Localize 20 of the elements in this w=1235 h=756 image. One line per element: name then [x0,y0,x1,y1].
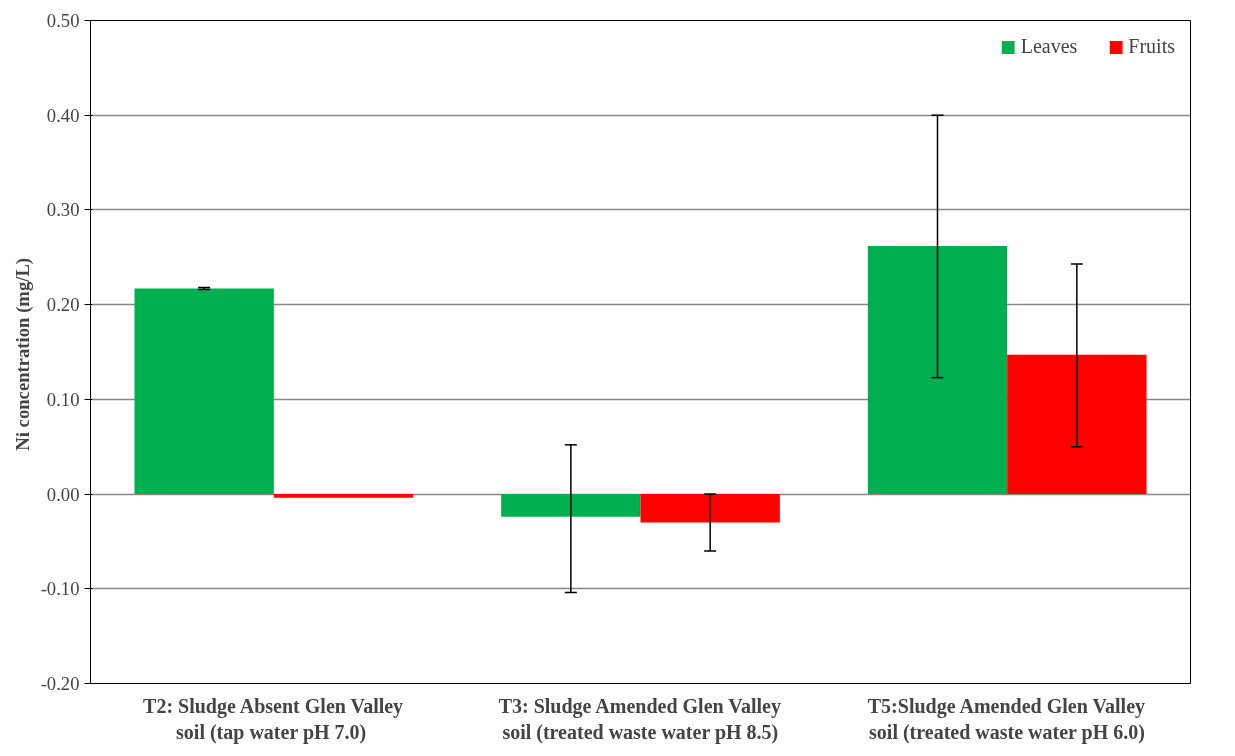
bar [867,245,1008,495]
bar [501,494,641,517]
x-tick-label: T2: Sludge Absent Glen Valley soil (tap water pH 7.0) [143,694,404,744]
bar [134,288,274,495]
y-tick-label: 0.20 [46,294,80,316]
legend-label: Fruits [1128,35,1175,58]
y-tick-label: -0.10 [40,578,80,600]
y-tick-label: 0.50 [46,10,80,31]
bar [640,494,780,523]
y-tick-label: 0.30 [46,199,80,221]
y-tick-label: 0.40 [46,104,80,126]
y-tick-label: 0.00 [46,483,80,505]
legend-label: Leaves [1020,35,1078,58]
y-tick-label: -0.20 [40,673,80,694]
bar [1007,354,1147,495]
bar [273,494,414,498]
x-tick-label: T3: Sludge Amended Glen Valley soil (treated waste water pH 8.5) [498,694,781,744]
y-axis-title: Ni concentration (mg/L) [11,257,34,451]
y-tick-label: 0.10 [46,388,80,410]
x-tick-label: T5:Sludge Amended Glen Valley soil (treated waste water pH 6.0) [867,694,1146,744]
